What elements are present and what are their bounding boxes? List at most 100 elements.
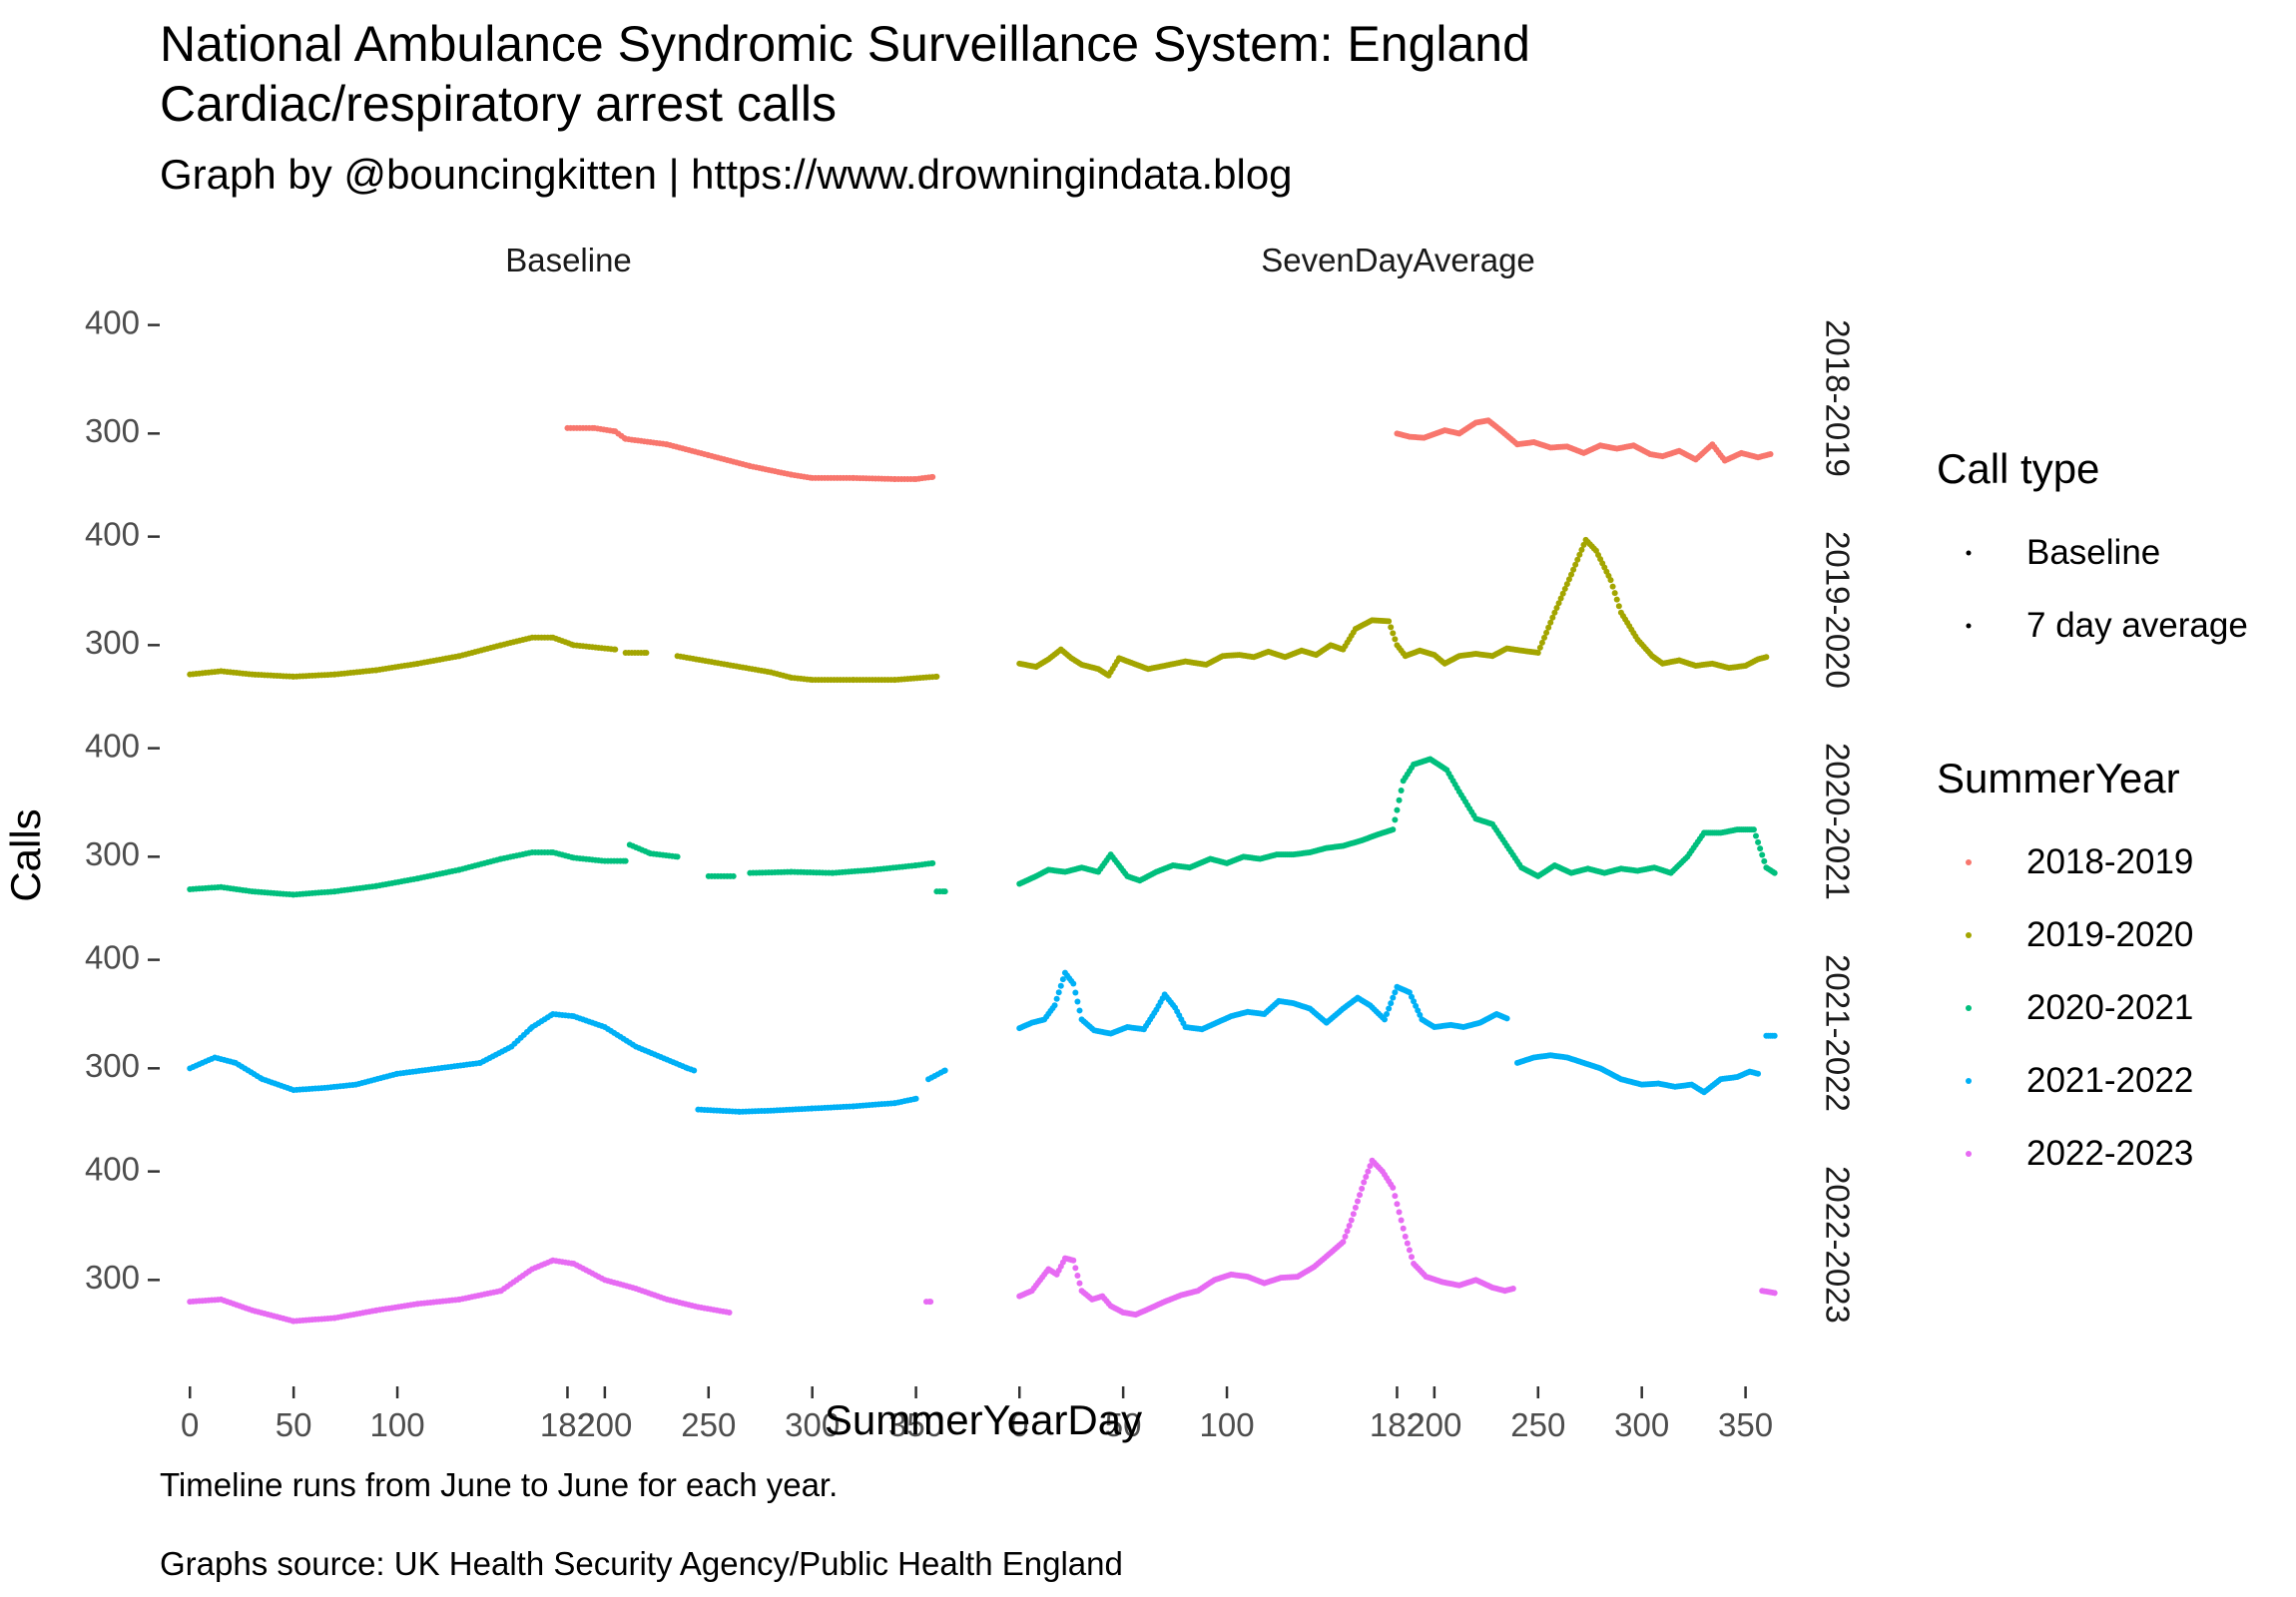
series-sevendayaverage-2022-2023-segment-0 [1016,1157,1516,1319]
y-tick-label-2018-2019-400: 400 [85,303,140,340]
legend-key-2021-2022 [1966,1077,1972,1084]
point-sevendayaverage-2022-2023-183 [1396,1209,1403,1216]
series-baseline-2022-2023-segment-1 [922,1299,934,1306]
point-sevendayaverage-2021-2022-188 [1406,989,1413,996]
point-sevendayaverage-2019-2020-266 [1568,571,1575,578]
point-sevendayaverage-2019-2020-253 [1541,634,1548,641]
point-sevendayaverage-2021-2022-191 [1413,1002,1420,1009]
point-sevendayaverage-2020-2021-364 [1771,869,1778,876]
series-baseline-2019-2020-segment-2 [674,653,940,684]
point-sevendayaverage-2018-2019-180 [1767,450,1774,457]
y-tick-label-2022-2023-300: 300 [85,1259,140,1296]
point-sevendayaverage-2022-2023-156 [1340,1239,1347,1246]
point-sevendayaverage-2021-2022-179 [1388,1000,1395,1007]
point-sevendayaverage-2022-2023-184 [1398,1217,1405,1224]
x-tick-label-sevendayaverage-350: 350 [1718,1406,1773,1443]
point-sevendayaverage-2021-2022-189 [1409,993,1416,1000]
point-sevendayaverage-2022-2023-28 [1074,1272,1081,1279]
series-baseline-2019-2020-segment-0 [187,634,619,680]
point-sevendayaverage-2019-2020-289 [1615,603,1622,610]
point-sevendayaverage-2022-2023-189 [1409,1254,1416,1261]
x-tick-label-sevendayaverage-250: 250 [1510,1406,1565,1443]
series-sevendayaverage-2021-2022-segment-2 [1763,1032,1778,1039]
point-sevendayaverage-2019-2020-270 [1576,551,1583,558]
point-sevendayaverage-2021-2022-28 [1074,998,1081,1005]
point-sevendayaverage-2019-2020-269 [1574,556,1581,563]
legend-item-2018-2019: 2018-2019 [1937,825,2193,898]
x-tick-label-sevendayaverage-50: 50 [1105,1406,1142,1443]
legend-item-2021-2022: 2021-2022 [1937,1044,2193,1117]
point-sevendayaverage-2019-2020-271 [1578,546,1585,553]
point-sevendayaverage-2022-2023-158 [1344,1228,1351,1235]
legend-label-2020-2021: 2020-2021 [2026,987,2194,1027]
facet-row-label-2020-2021: 2020-2021 [1819,743,1856,900]
point-sevendayaverage-2022-2023-157 [1342,1233,1349,1240]
point-sevendayaverage-2022-2023-166 [1361,1179,1368,1186]
point-sevendayaverage-2022-2023-182 [1394,1201,1401,1208]
title-line-1: National Ambulance Syndromic Surveillanc… [160,16,1530,72]
point-sevendayaverage-2021-2022-180 [1390,994,1397,1001]
point-baseline-2021-2022-247 [941,1067,948,1074]
point-sevendayaverage-2021-2022-357 [1771,1032,1778,1039]
point-baseline-2020-2021-234 [929,859,936,866]
legend-summer-year: SummerYear 2018-2019 2019-2020 2020-2021… [1937,754,2193,1190]
point-sevendayaverage-2022-2023-238 [1509,1286,1516,1293]
point-sevendayaverage-2020-2021-358 [1759,851,1766,858]
point-sevendayaverage-2020-2021-183 [1396,797,1403,803]
x-tick-label-baseline-250: 250 [681,1406,736,1443]
point-sevendayaverage-2022-2023-181 [1392,1193,1399,1200]
point-sevendayaverage-2019-2020-179 [1388,624,1395,631]
series-baseline-2020-2021-segment-0 [187,848,629,898]
point-baseline-2020-2021-171 [730,872,737,879]
legend-item-2019-2020: 2019-2020 [1937,898,2193,971]
point-sevendayaverage-2019-2020-180 [1390,630,1397,637]
y-tick-label-2020-2021-300: 300 [85,835,140,872]
point-sevendayaverage-2019-2020-259 [1553,604,1560,611]
series-sevendayaverage-2022-2023-segment-1 [1759,1288,1778,1297]
point-baseline-2021-2022-240 [912,1095,919,1102]
series-baseline-2021-2022-segment-2 [925,1067,948,1083]
point-baseline-2019-2020-237 [933,673,940,680]
point-sevendayaverage-2021-2022-18 [1053,995,1060,1002]
point-sevendayaverage-2019-2020-181 [1392,636,1399,643]
point-sevendayaverage-2020-2021-356 [1755,838,1762,845]
point-sevendayaverage-2022-2023-159 [1346,1222,1353,1229]
series-sevendayaverage-2019-2020-segment-0 [1016,536,1770,679]
point-sevendayaverage-2019-2020-268 [1572,561,1579,568]
legend-label-2022-2023: 2022-2023 [2026,1133,2194,1173]
point-sevendayaverage-2022-2023-186 [1402,1233,1409,1240]
x-tick-label-baseline-350: 350 [888,1406,943,1443]
point-sevendayaverage-2022-2023-163 [1354,1198,1361,1205]
point-sevendayaverage-2021-2022-19 [1055,989,1062,996]
point-sevendayaverage-2022-2023-168 [1365,1168,1372,1175]
point-baseline-2022-2023-178 [726,1309,733,1316]
legend-item-2020-2021: 2020-2021 [1937,971,2193,1044]
point-sevendayaverage-2019-2020-254 [1543,629,1550,636]
point-sevendayaverage-2022-2023-245 [1771,1290,1778,1297]
facet-column-label-baseline: Baseline [505,242,632,278]
point-baseline-2018-2019-124 [929,473,936,480]
x-tick-label-sevendayaverage-100: 100 [1200,1406,1255,1443]
point-sevendayaverage-2019-2020-285 [1607,577,1614,584]
point-sevendayaverage-2022-2023-185 [1400,1225,1407,1232]
point-sevendayaverage-2019-2020-262 [1559,590,1566,597]
point-sevendayaverage-2019-2020-267 [1570,566,1577,573]
point-sevendayaverage-2021-2022-181 [1392,989,1399,996]
x-tick-label-sevendayaverage-0: 0 [1010,1406,1028,1443]
point-sevendayaverage-2021-2022-17 [1051,1002,1058,1009]
point-sevendayaverage-2020-2021-181 [1392,816,1399,823]
point-sevendayaverage-2019-2020-263 [1561,585,1568,592]
point-sevendayaverage-2022-2023-29 [1076,1280,1083,1287]
point-sevendayaverage-2022-2023-162 [1352,1204,1359,1211]
point-sevendayaverage-2019-2020-286 [1609,583,1616,590]
y-tick-label-2020-2021-400: 400 [85,727,140,764]
legend-label-2021-2022: 2021-2022 [2026,1060,2194,1100]
point-sevendayaverage-2021-2022-177 [1384,1010,1391,1017]
point-sevendayaverage-2021-2022-190 [1411,998,1418,1005]
point-sevendayaverage-2021-2022-178 [1386,1005,1393,1012]
series-baseline-2019-2020-segment-1 [622,649,650,656]
x-tick-label-baseline-182: 182 [540,1406,595,1443]
point-sevendayaverage-2019-2020-287 [1611,590,1618,597]
point-baseline-2019-2020-150 [643,649,650,656]
